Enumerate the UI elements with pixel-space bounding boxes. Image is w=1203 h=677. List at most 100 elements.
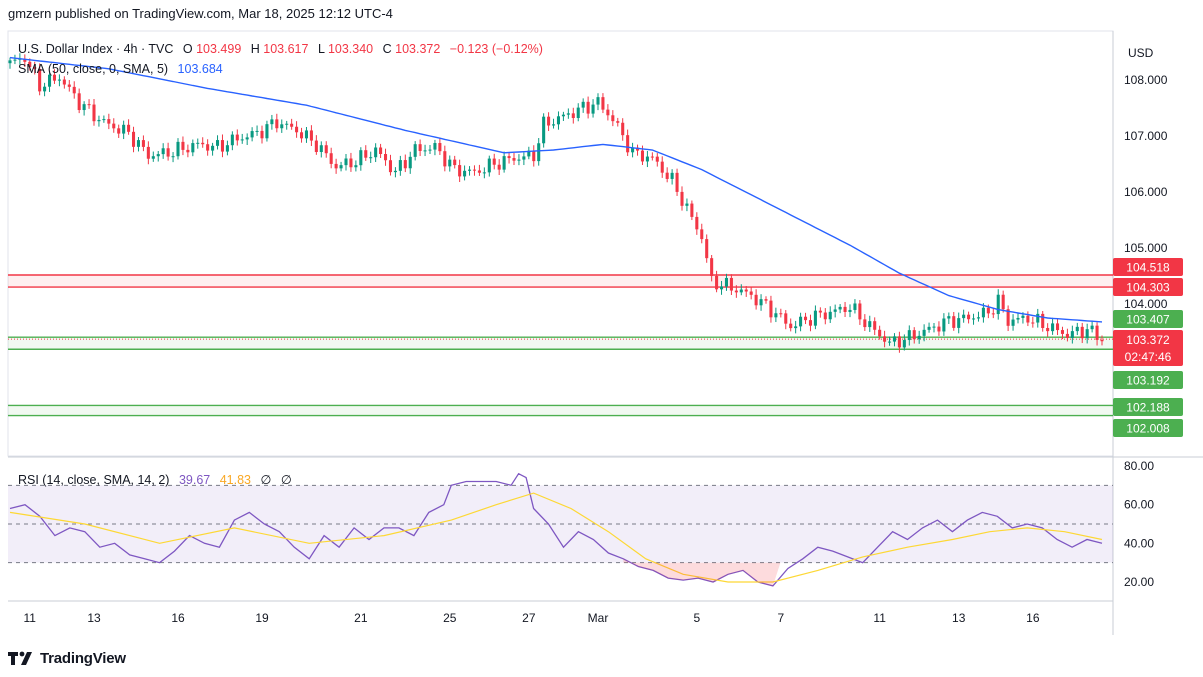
candle-body: [122, 124, 126, 134]
price-tick-label: 108.000: [1124, 73, 1168, 87]
support-zone-1-fill: [8, 337, 1113, 350]
candle-body: [1100, 339, 1104, 342]
candle-body: [314, 140, 318, 153]
tag-resistance-lower-label: 104.303: [1126, 281, 1170, 295]
tag-support-1-label: 103.407: [1126, 313, 1170, 327]
candle-body: [616, 121, 620, 123]
candle-body: [670, 172, 674, 179]
candle-body: [749, 291, 753, 295]
candle-body: [52, 74, 57, 81]
low-label: L: [318, 42, 325, 56]
candle-body: [127, 124, 131, 132]
time-tick-label: 25: [443, 611, 457, 625]
candle-body: [640, 150, 645, 162]
tag-support-3-bg: [1113, 398, 1183, 416]
candle-body: [141, 140, 145, 147]
candle-body: [458, 165, 462, 177]
candle-body: [225, 145, 229, 152]
candle-body: [991, 313, 995, 315]
open-label: O: [183, 42, 193, 56]
candle-body: [82, 104, 86, 111]
candle-body: [962, 314, 966, 319]
time-tick-label: 11: [873, 611, 886, 625]
candle-body: [206, 144, 210, 151]
time-tick-label: Mar: [588, 611, 609, 625]
price-axis-tags: 104.518 104.303 103.407 103.372 02:47:46 103.…: [1113, 258, 1183, 437]
candle-body: [700, 229, 704, 240]
candle-body: [1041, 313, 1045, 328]
candle-body: [393, 170, 397, 173]
candle-body: [1016, 317, 1020, 320]
candle-body: [186, 149, 190, 153]
price-axis-ticks: 108.000 107.000 106.000 105.000 104.000: [1124, 73, 1168, 311]
rsi-tick-label: 20.00: [1124, 575, 1154, 589]
candle-body: [309, 130, 313, 141]
candle-body: [448, 159, 452, 167]
candle-body: [532, 150, 536, 162]
candle-body: [181, 141, 185, 150]
candle-body: [131, 131, 136, 147]
rsi-extra-2: ∅: [281, 473, 292, 487]
candle-body: [359, 150, 363, 166]
candle-body: [151, 156, 155, 159]
candle-body: [423, 150, 427, 152]
candle-body: [275, 119, 279, 129]
currency-label[interactable]: USD: [1128, 46, 1154, 60]
candle-body: [1001, 294, 1005, 310]
candle-body: [710, 258, 714, 276]
candle-body: [512, 158, 516, 161]
candle-body: [690, 203, 694, 217]
candle-body: [201, 142, 205, 145]
candle-body: [413, 144, 417, 157]
time-tick-label: 19: [255, 611, 269, 625]
candle-body: [695, 216, 699, 230]
candle-body: [339, 165, 343, 169]
candle-body: [1006, 309, 1010, 326]
candle-body: [453, 159, 457, 166]
candle-body: [813, 310, 817, 326]
tag-resistance-upper-label: 104.518: [1126, 261, 1170, 275]
candle-body: [403, 160, 407, 169]
candle-body: [467, 169, 472, 171]
candle-body: [97, 119, 101, 122]
candle-body: [680, 191, 684, 206]
rsi-tick-label: 40.00: [1124, 536, 1154, 550]
candle-body: [808, 320, 813, 326]
candle-body: [112, 123, 116, 129]
candle-body: [774, 313, 778, 318]
candle-body: [547, 116, 551, 126]
candle-body: [527, 150, 531, 157]
candle-body: [171, 156, 175, 158]
candle-body: [739, 289, 743, 293]
candle-body: [166, 148, 170, 157]
candle-body: [887, 341, 892, 343]
candle-body: [611, 115, 615, 122]
candle-body: [957, 318, 961, 328]
tag-support-1-bg: [1113, 310, 1183, 328]
candle-body: [1051, 323, 1055, 332]
candle-body: [769, 300, 773, 318]
symbol-legend: U.S. Dollar Index · 4h · TVC O 103.499 H…: [18, 42, 543, 56]
candle-body: [873, 321, 877, 330]
candle-body: [196, 142, 200, 144]
symbol-name: U.S. Dollar Index · 4h · TVC: [18, 42, 173, 56]
candle-body: [1026, 315, 1030, 323]
candle-body: [433, 143, 437, 150]
candle-body: [848, 309, 852, 312]
candle-body: [1085, 329, 1089, 339]
candle-body: [729, 277, 733, 291]
candle-body: [551, 124, 556, 126]
tradingview-logo-icon: [8, 651, 32, 665]
candle-body: [635, 147, 640, 151]
tag-support-3-label: 102.188: [1126, 401, 1170, 415]
candle-body: [43, 86, 47, 92]
candle-body: [853, 303, 857, 310]
candle-body: [922, 329, 926, 336]
candle-body: [77, 93, 81, 111]
candle-body: [443, 151, 447, 167]
candle-body: [932, 326, 936, 328]
close-value: 103.372: [395, 42, 440, 56]
candle-body: [556, 116, 561, 125]
rsi-legend: RSI (14, close, SMA, 14, 2) 39.67 41.83 …: [18, 473, 292, 487]
